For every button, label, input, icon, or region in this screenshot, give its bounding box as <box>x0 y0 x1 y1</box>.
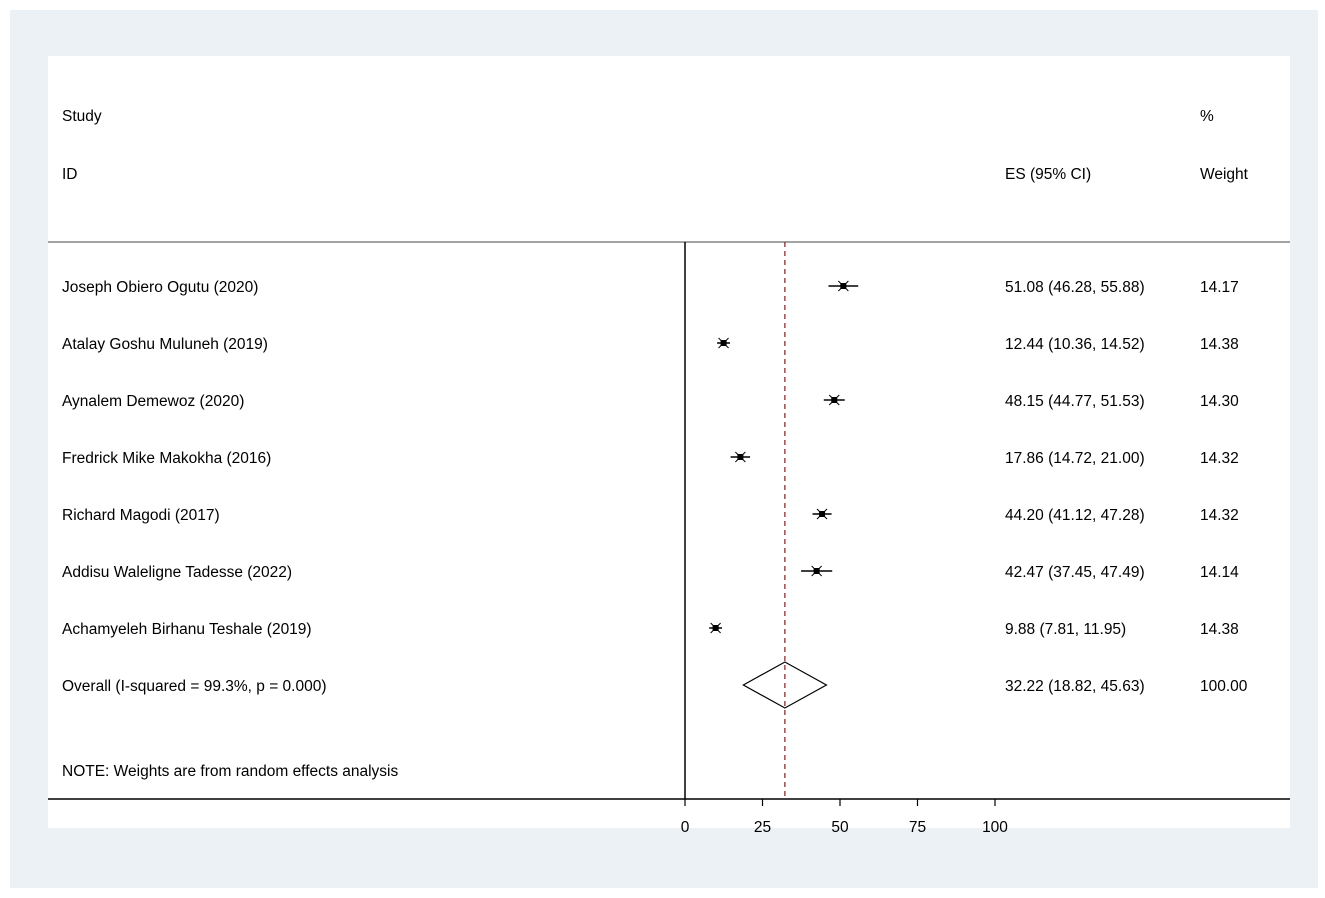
study-label: Joseph Obiero Ogutu (2020) <box>62 279 258 296</box>
header-weight: Weight <box>1200 166 1249 183</box>
study-point-cross-b <box>710 622 721 634</box>
x-tick-label: 75 <box>909 819 926 836</box>
study-weight: 14.32 <box>1200 450 1239 467</box>
study-ci-text: 17.86 (14.72, 21.00) <box>1005 450 1145 467</box>
study-ci-text: 9.88 (7.81, 11.95) <box>1005 621 1126 638</box>
x-tick-label: 100 <box>982 819 1008 836</box>
header-weight-percent: % <box>1200 108 1214 125</box>
study-label: Aynalem Demewoz (2020) <box>62 393 244 410</box>
study-label: Atalay Goshu Muluneh (2019) <box>62 336 268 353</box>
plot-panel <box>48 56 1290 828</box>
study-ci-text: 51.08 (46.28, 55.88) <box>1005 279 1145 296</box>
study-weight: 14.32 <box>1200 507 1239 524</box>
x-tick-label: 0 <box>681 819 690 836</box>
study-ci-text: 42.47 (37.45, 47.49) <box>1005 564 1145 581</box>
study-weight: 14.30 <box>1200 393 1239 410</box>
overall-weight: 100.00 <box>1200 678 1248 695</box>
study-point-cross-b <box>811 565 823 577</box>
study-weight: 14.38 <box>1200 621 1239 638</box>
study-weight: 14.17 <box>1200 279 1239 296</box>
overall-ci-text: 32.22 (18.82, 45.63) <box>1005 678 1145 695</box>
x-tick-label: 25 <box>754 819 771 836</box>
study-point-cross-b <box>828 394 840 406</box>
study-weight: 14.38 <box>1200 336 1239 353</box>
study-point-cross-b <box>735 451 746 463</box>
study-point-cross-b <box>816 508 828 520</box>
overall-label: Overall (I-squared = 99.3%, p = 0.000) <box>62 678 327 695</box>
study-point-cross-b <box>837 280 849 292</box>
study-label: Achamyeleh Birhanu Teshale (2019) <box>62 621 312 638</box>
study-ci-text: 12.44 (10.36, 14.52) <box>1005 336 1145 353</box>
overall-diamond <box>742 661 828 709</box>
study-label: Addisu Waleligne Tadesse (2022) <box>62 564 292 581</box>
study-ci-text: 48.15 (44.77, 51.53) <box>1005 393 1145 410</box>
study-point-cross-b <box>718 337 729 349</box>
header-study: Study <box>62 108 102 125</box>
header-es: ES (95% CI) <box>1005 166 1091 183</box>
study-label: Richard Magodi (2017) <box>62 507 220 524</box>
x-tick-label: 50 <box>831 819 849 836</box>
study-label: Fredrick Mike Makokha (2016) <box>62 450 271 467</box>
study-ci-text: 44.20 (41.12, 47.28) <box>1005 507 1145 524</box>
header-id: ID <box>62 166 78 183</box>
study-weight: 14.14 <box>1200 564 1239 581</box>
note-text: NOTE: Weights are from random effects an… <box>62 763 398 780</box>
